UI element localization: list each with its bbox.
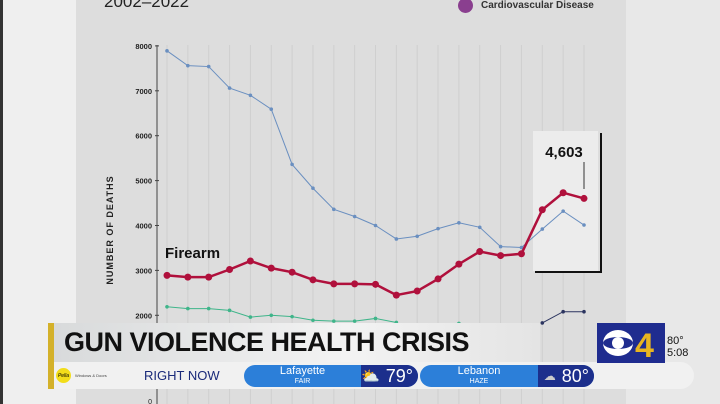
y-tick-label: 4000 — [135, 222, 152, 231]
data-point — [372, 280, 379, 288]
data-point — [186, 63, 190, 68]
data-point — [267, 264, 275, 272]
station-time: 5:08 — [667, 347, 689, 359]
svg-text:4: 4 — [635, 327, 654, 360]
cbs-eye-icon: 4 — [603, 327, 654, 360]
data-point — [559, 189, 567, 197]
data-point — [476, 248, 484, 256]
temperature: 79° — [385, 365, 413, 386]
data-point — [184, 273, 192, 281]
data-point — [434, 275, 442, 283]
data-point — [246, 257, 254, 265]
y-tick-label: 6000 — [135, 132, 152, 141]
sponsor-text: Windows & Doors — [75, 373, 107, 378]
data-point — [165, 304, 169, 309]
data-point — [330, 280, 338, 288]
data-point — [352, 319, 357, 323]
data-point — [206, 64, 211, 69]
data-point — [206, 306, 211, 311]
data-point — [332, 319, 336, 323]
data-point — [517, 250, 525, 258]
data-point — [269, 313, 274, 318]
data-point — [436, 226, 440, 231]
y-tick-label: 8000 — [135, 42, 152, 51]
data-point — [477, 225, 482, 230]
sponsor: Pella Windows & Doors — [56, 364, 124, 387]
data-point — [413, 287, 421, 295]
series-label: Firearm — [165, 245, 220, 262]
data-point — [519, 245, 524, 250]
data-point — [227, 308, 232, 313]
chart-subtitle: 2002–2022 — [104, 0, 190, 11]
data-point — [455, 260, 463, 268]
data-point — [311, 318, 315, 323]
data-point — [309, 276, 317, 284]
y-tick-label: 2000 — [135, 311, 152, 320]
haze-icon: ☁ — [543, 369, 556, 383]
cbs4-logo: 4 — [597, 323, 665, 363]
y-axis-label: NUMBER OF DEATHS — [105, 175, 115, 284]
station-info: 80° 5:08 — [667, 335, 688, 359]
data-point — [498, 244, 503, 249]
data-point — [392, 291, 400, 299]
annotation-border — [535, 133, 602, 273]
legend-dot — [458, 0, 473, 13]
data-point — [248, 93, 253, 98]
data-point — [352, 214, 357, 219]
condition: FAIR — [294, 378, 311, 385]
lower-third-banner: GUN VIOLENCE HEALTH CRISIS — [48, 323, 540, 389]
data-point — [186, 306, 190, 311]
data-point — [582, 309, 586, 314]
screen-edge — [0, 0, 3, 404]
sponsor-logo: Pella — [56, 368, 71, 383]
legend-label: Cardiovascular Disease — [481, 0, 594, 11]
data-point — [415, 234, 420, 239]
data-point — [311, 186, 315, 191]
data-point — [497, 252, 505, 260]
headline-bar: GUN VIOLENCE HEALTH CRISIS — [54, 323, 540, 362]
data-point — [269, 107, 274, 112]
y-tick-label: 0 — [148, 399, 152, 404]
city-name: Lafayette — [279, 365, 326, 377]
banner-accent — [48, 323, 54, 389]
y-tick-label: 3000 — [135, 266, 152, 275]
data-point — [582, 223, 586, 227]
data-point — [226, 266, 234, 274]
data-point — [290, 314, 294, 319]
data-point — [332, 207, 336, 212]
right-now-label: RIGHT NOW — [144, 368, 220, 383]
station-temp: 80° — [667, 335, 684, 347]
series-line — [166, 306, 397, 323]
temperature: 80° — [561, 365, 589, 386]
data-point — [394, 237, 399, 241]
data-point — [227, 86, 232, 90]
data-point — [248, 315, 253, 319]
data-point — [457, 221, 461, 225]
data-point — [351, 280, 359, 288]
data-point — [165, 49, 169, 53]
weather-lafayette: Lafayette FAIR ⛅ 79° — [244, 365, 418, 387]
data-point — [290, 162, 294, 167]
data-point — [288, 268, 296, 276]
headline: GUN VIOLENCE HEALTH CRISIS — [64, 327, 470, 357]
annotation-label: 4,603 — [545, 144, 583, 161]
legend-item: Cardiovascular Disease — [458, 0, 594, 13]
data-point — [538, 206, 546, 214]
y-tick-label: 7000 — [135, 87, 152, 96]
condition: HAZE — [469, 378, 489, 385]
data-point — [540, 227, 545, 231]
data-point — [163, 271, 171, 279]
partly-cloudy-icon: ⛅ — [361, 368, 380, 385]
city-name: Lebanon — [457, 365, 501, 377]
data-point — [373, 223, 378, 228]
data-point — [561, 209, 565, 213]
weather-lebanon: Lebanon HAZE ☁ 80° — [420, 365, 594, 387]
data-point — [373, 316, 378, 321]
data-point — [580, 194, 588, 202]
annotation-box — [533, 131, 598, 271]
y-tick-label: 5000 — [135, 177, 152, 186]
data-point — [561, 309, 565, 314]
data-point — [205, 273, 213, 281]
data-point — [540, 321, 545, 325]
